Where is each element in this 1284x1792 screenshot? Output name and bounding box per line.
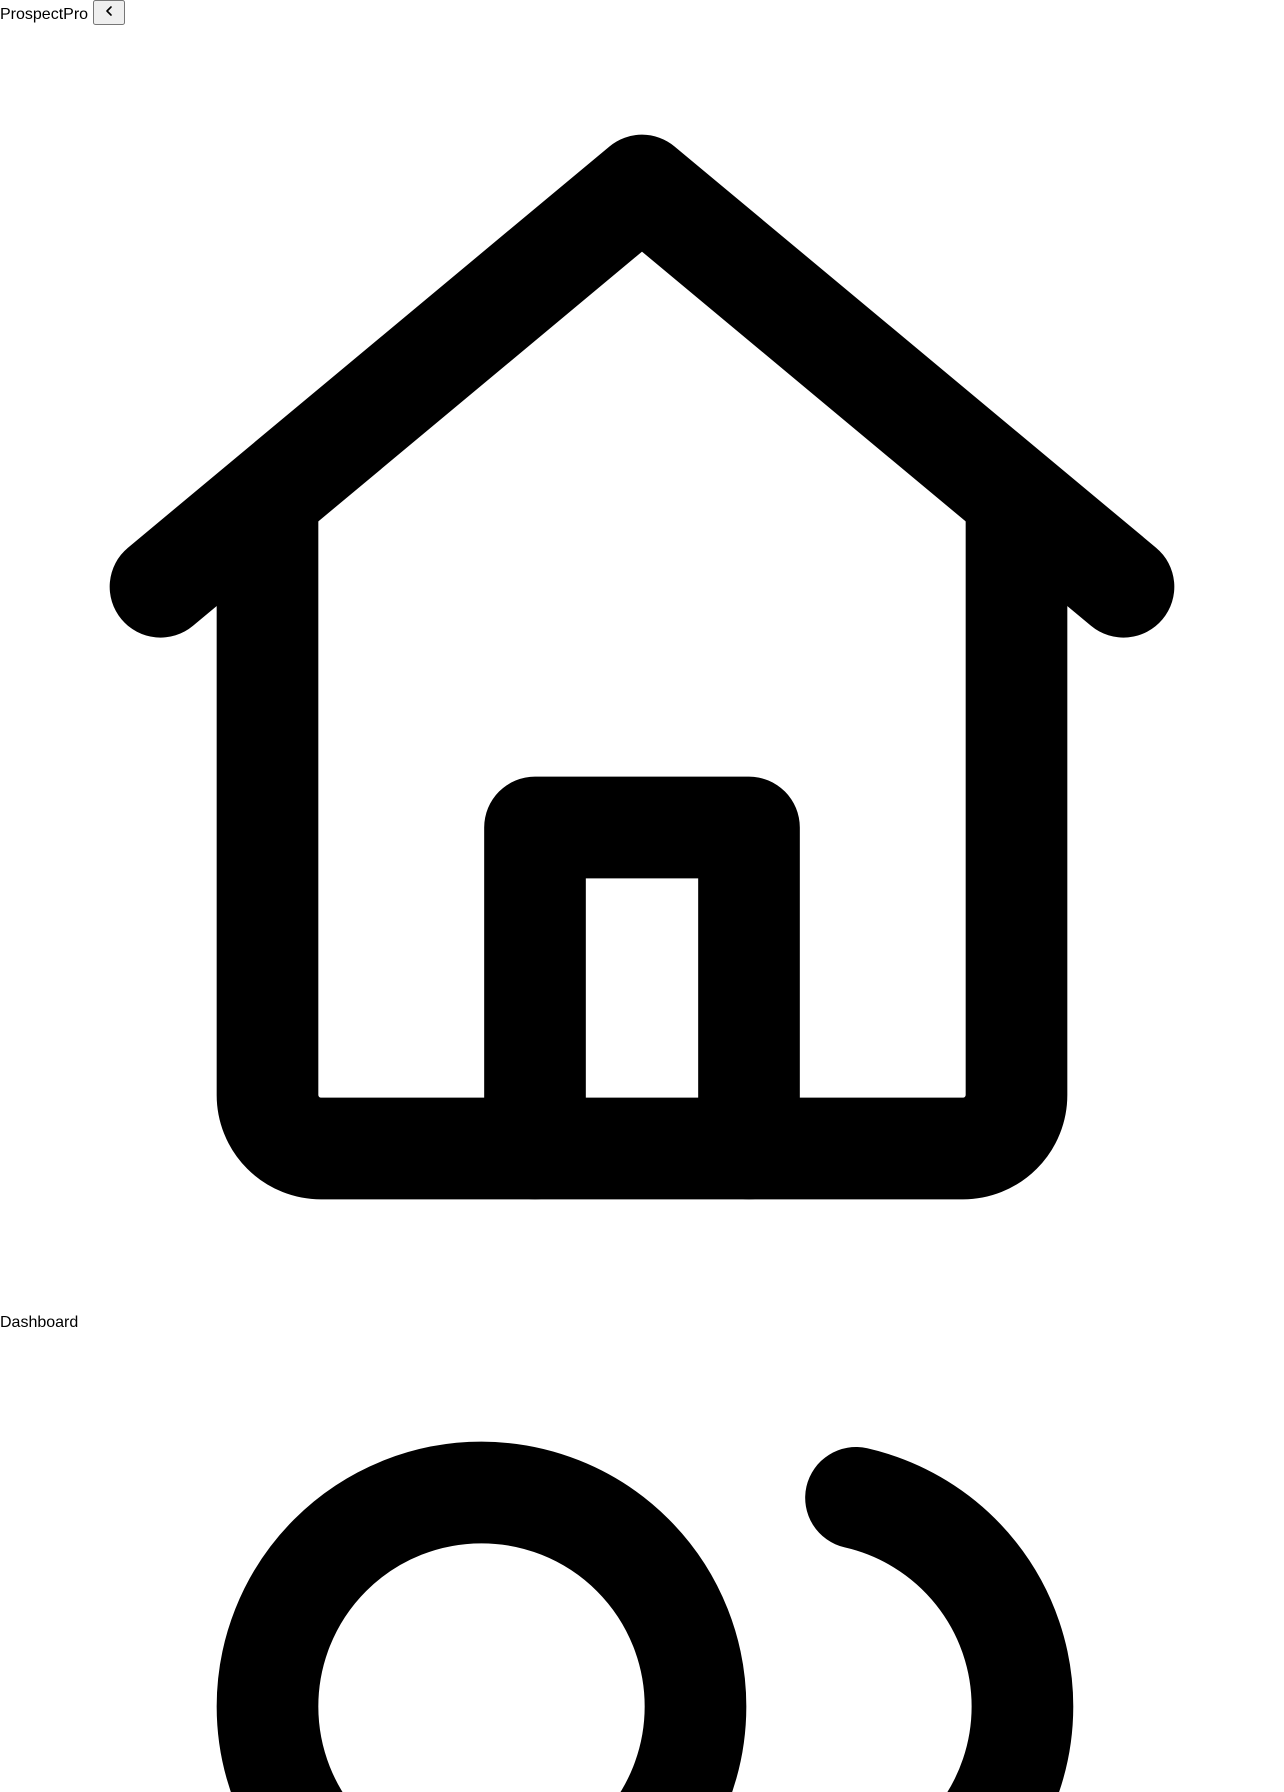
sidebar-nav: Dashboard Leads Companies Calls Calendar… [0,25,1284,1792]
home-icon [0,25,1284,1309]
sidebar-item-dashboard[interactable]: Dashboard [0,25,1284,1332]
sidebar-item-leads[interactable]: Leads [0,1332,1284,1792]
sidebar-item-label: Dashboard [0,1314,78,1331]
sidebar-header: ProspectPro [0,0,1284,25]
collapse-sidebar-button[interactable] [93,0,125,25]
chevron-left-icon [101,3,117,19]
app-logo: ProspectPro [0,6,88,23]
users-icon [0,1332,1284,1792]
